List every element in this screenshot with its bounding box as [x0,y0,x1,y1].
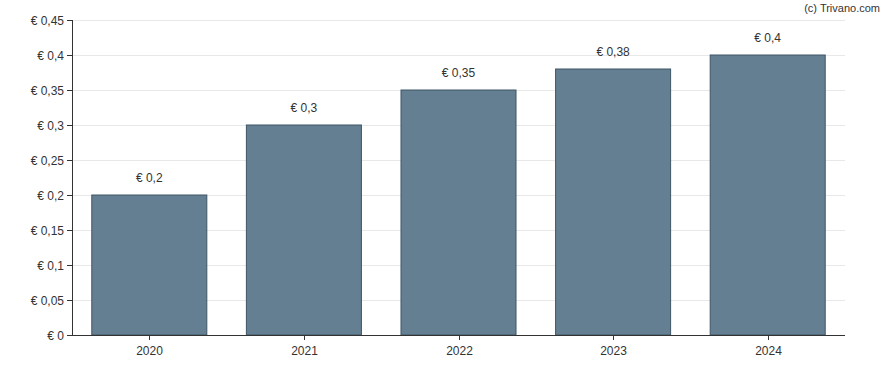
y-tick [67,230,72,231]
y-tick-label: € 0,45 [31,14,65,28]
data-label: € 0,3 [291,101,318,115]
y-tick [67,125,72,126]
y-tick-label: € 0,05 [31,294,65,308]
y-tick-label: € 0 [47,329,64,343]
y-tick [67,55,72,56]
y-tick [67,265,72,266]
y-tick [67,20,72,21]
data-label: € 0,2 [136,171,163,185]
chart-svg: € 0 € 0,05 € 0,1 € 0,15 € 0,2 € 0,25 € 0,3 € 0,… [0,0,888,370]
y-tick [67,160,72,161]
x-tick [149,335,150,340]
y-tick [67,300,72,301]
grid-line [72,20,845,21]
x-tick [768,335,769,340]
chart-container: € 0 € 0,05 € 0,1 € 0,15 € 0,2 € 0,25 € 0,3 € 0,… [0,0,888,370]
bar [92,195,207,335]
data-label: € 0,4 [754,31,781,45]
x-tick [304,335,305,340]
x-axis [72,335,845,336]
y-axis [72,20,73,335]
y-tick-label: € 0,15 [31,224,65,238]
y-tick [67,335,72,336]
x-tick-label: 2023 [600,344,627,358]
bar [401,90,516,335]
x-tick-label: 2024 [755,344,782,358]
bar [710,55,825,335]
x-tick [613,335,614,340]
x-tick-label: 2022 [446,344,473,358]
y-tick-label: € 0,25 [31,154,65,168]
data-label: € 0,38 [596,45,630,59]
y-tick [67,195,72,196]
bars [92,55,825,335]
y-tick-label: € 0,1 [37,259,64,273]
page: {"chart_data": {"type": "bar", "categori… [0,0,888,370]
data-label: € 0,35 [442,66,476,80]
x-tick [459,335,460,340]
bar [556,69,671,335]
x-tick-label: 2020 [136,344,163,358]
y-tick-label: € 0,4 [37,49,64,63]
y-tick-label: € 0,3 [37,119,64,133]
y-tick-label: € 0,35 [31,84,65,98]
y-tick [67,90,72,91]
x-tick-label: 2021 [291,344,318,358]
y-tick-label: € 0,2 [37,189,64,203]
grid-line [72,335,845,336]
credit: (c) Trivano.com [804,2,880,14]
bar [246,125,361,335]
